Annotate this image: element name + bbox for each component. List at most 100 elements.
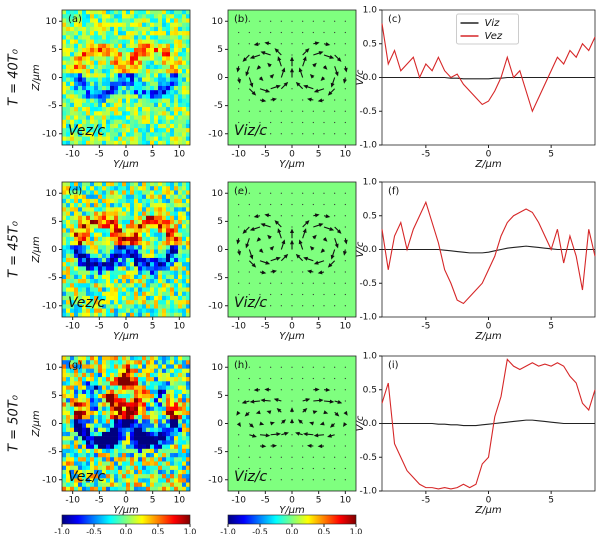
heatmap-cell bbox=[130, 427, 135, 433]
heatmap-cell bbox=[122, 198, 127, 204]
heatmap-cell bbox=[82, 377, 87, 382]
heatmap-cell bbox=[82, 291, 87, 297]
heatmap-cell bbox=[138, 211, 143, 217]
heatmap-cell bbox=[102, 478, 107, 483]
heatmap-cell bbox=[150, 123, 155, 129]
heatmap-cell bbox=[174, 274, 179, 280]
y-tick-label: -1.0 bbox=[359, 487, 377, 497]
heatmap-cell bbox=[142, 415, 147, 420]
y-tick-label: -10 bbox=[208, 301, 223, 311]
heatmap-cell bbox=[158, 257, 163, 263]
heatmap-cell bbox=[178, 69, 183, 74]
heatmap-cell bbox=[110, 279, 115, 284]
heatmap-cell bbox=[70, 26, 75, 32]
heatmap-cell bbox=[78, 360, 83, 365]
heatmap-cell bbox=[130, 474, 135, 479]
heatmap-cell bbox=[150, 469, 155, 475]
quiver-head bbox=[289, 407, 295, 412]
heatmap-cell bbox=[158, 35, 163, 40]
heatmap-cell bbox=[74, 31, 79, 36]
heatmap-cell bbox=[90, 215, 95, 221]
heatmap-cell bbox=[122, 419, 127, 424]
heatmap-cell bbox=[114, 232, 119, 238]
heatmap-cell bbox=[122, 81, 127, 87]
heatmap-cell bbox=[130, 207, 135, 212]
quiver-dot bbox=[344, 282, 346, 284]
quiver-head bbox=[236, 410, 241, 416]
heatmap-cell bbox=[154, 402, 159, 407]
heatmap-cell bbox=[106, 241, 111, 246]
heatmap-cell bbox=[114, 249, 119, 255]
heatmap-cell bbox=[166, 389, 171, 395]
heatmap-cell bbox=[118, 469, 123, 475]
heatmap-cell bbox=[94, 140, 99, 145]
heatmap-cell bbox=[110, 140, 115, 145]
heatmap-cell bbox=[146, 415, 151, 420]
heatmap-cell bbox=[150, 436, 155, 441]
heatmap-cell bbox=[142, 381, 147, 386]
heatmap-cell bbox=[174, 406, 179, 412]
heatmap-cell bbox=[162, 211, 167, 217]
heatmap-cell bbox=[166, 47, 171, 53]
heatmap-cell bbox=[78, 98, 83, 104]
heatmap-cell bbox=[150, 85, 155, 91]
heatmap-cell bbox=[98, 81, 103, 87]
quiver-head bbox=[251, 90, 257, 96]
heatmap-cell bbox=[142, 186, 147, 191]
heatmap-cell bbox=[138, 245, 143, 250]
heatmap-cell bbox=[102, 77, 107, 83]
heatmap-cell bbox=[94, 119, 99, 125]
heatmap-cell bbox=[178, 389, 183, 395]
heatmap-cell bbox=[102, 304, 107, 309]
heatmap-cell bbox=[82, 482, 87, 488]
heatmap-cell bbox=[118, 241, 123, 246]
heatmap-cell bbox=[182, 279, 187, 284]
heatmap-cell bbox=[94, 478, 99, 483]
heatmap-cell bbox=[142, 312, 147, 317]
heatmap-cell bbox=[170, 123, 175, 129]
heatmap-cell bbox=[94, 266, 99, 271]
heatmap-cell bbox=[106, 423, 111, 429]
y-tick-label: -10 bbox=[42, 301, 57, 311]
heatmap-cell bbox=[86, 266, 91, 271]
heatmap-cell bbox=[66, 203, 71, 208]
heatmap-cell bbox=[154, 123, 159, 129]
heatmap-cell bbox=[150, 402, 155, 407]
heatmap-cell bbox=[162, 111, 167, 116]
heatmap-cell bbox=[130, 22, 135, 28]
heatmap-cell bbox=[98, 448, 103, 454]
heatmap-cell bbox=[90, 18, 95, 23]
heatmap-cell bbox=[94, 77, 99, 83]
heatmap-cell bbox=[70, 457, 75, 462]
heatmap-cell bbox=[66, 398, 71, 403]
heatmap-cell bbox=[146, 224, 151, 229]
heatmap-cell bbox=[98, 182, 103, 187]
heatmap-cell bbox=[130, 102, 135, 108]
x-tick-label: 10 bbox=[340, 150, 352, 160]
heatmap-cell bbox=[106, 128, 111, 133]
heatmap-cell bbox=[142, 308, 147, 314]
heatmap-cell bbox=[154, 186, 159, 191]
heatmap-cell bbox=[98, 35, 103, 40]
heatmap-cell bbox=[118, 423, 123, 429]
panel-label: (f) bbox=[388, 186, 399, 197]
x-tick-label: 5 bbox=[316, 496, 322, 506]
heatmap-cell bbox=[122, 249, 127, 255]
heatmap-cell bbox=[62, 482, 67, 488]
heatmap-cell bbox=[178, 377, 183, 382]
heatmap-cell bbox=[118, 211, 123, 217]
heatmap-cell bbox=[102, 312, 107, 317]
heatmap-cell bbox=[166, 190, 171, 195]
heatmap-cell bbox=[154, 18, 159, 23]
heatmap-cell bbox=[130, 132, 135, 137]
quiver-head bbox=[244, 411, 250, 417]
heatmap-cell bbox=[146, 14, 151, 19]
heatmap-cell bbox=[114, 60, 119, 66]
heatmap-cell bbox=[154, 56, 159, 61]
quiver-dot bbox=[291, 54, 293, 56]
heatmap-cell bbox=[86, 300, 91, 305]
quiver-dot bbox=[344, 389, 346, 391]
heatmap-cell bbox=[146, 389, 151, 395]
heatmap-cell bbox=[170, 90, 175, 95]
heatmap-cell bbox=[162, 241, 167, 246]
